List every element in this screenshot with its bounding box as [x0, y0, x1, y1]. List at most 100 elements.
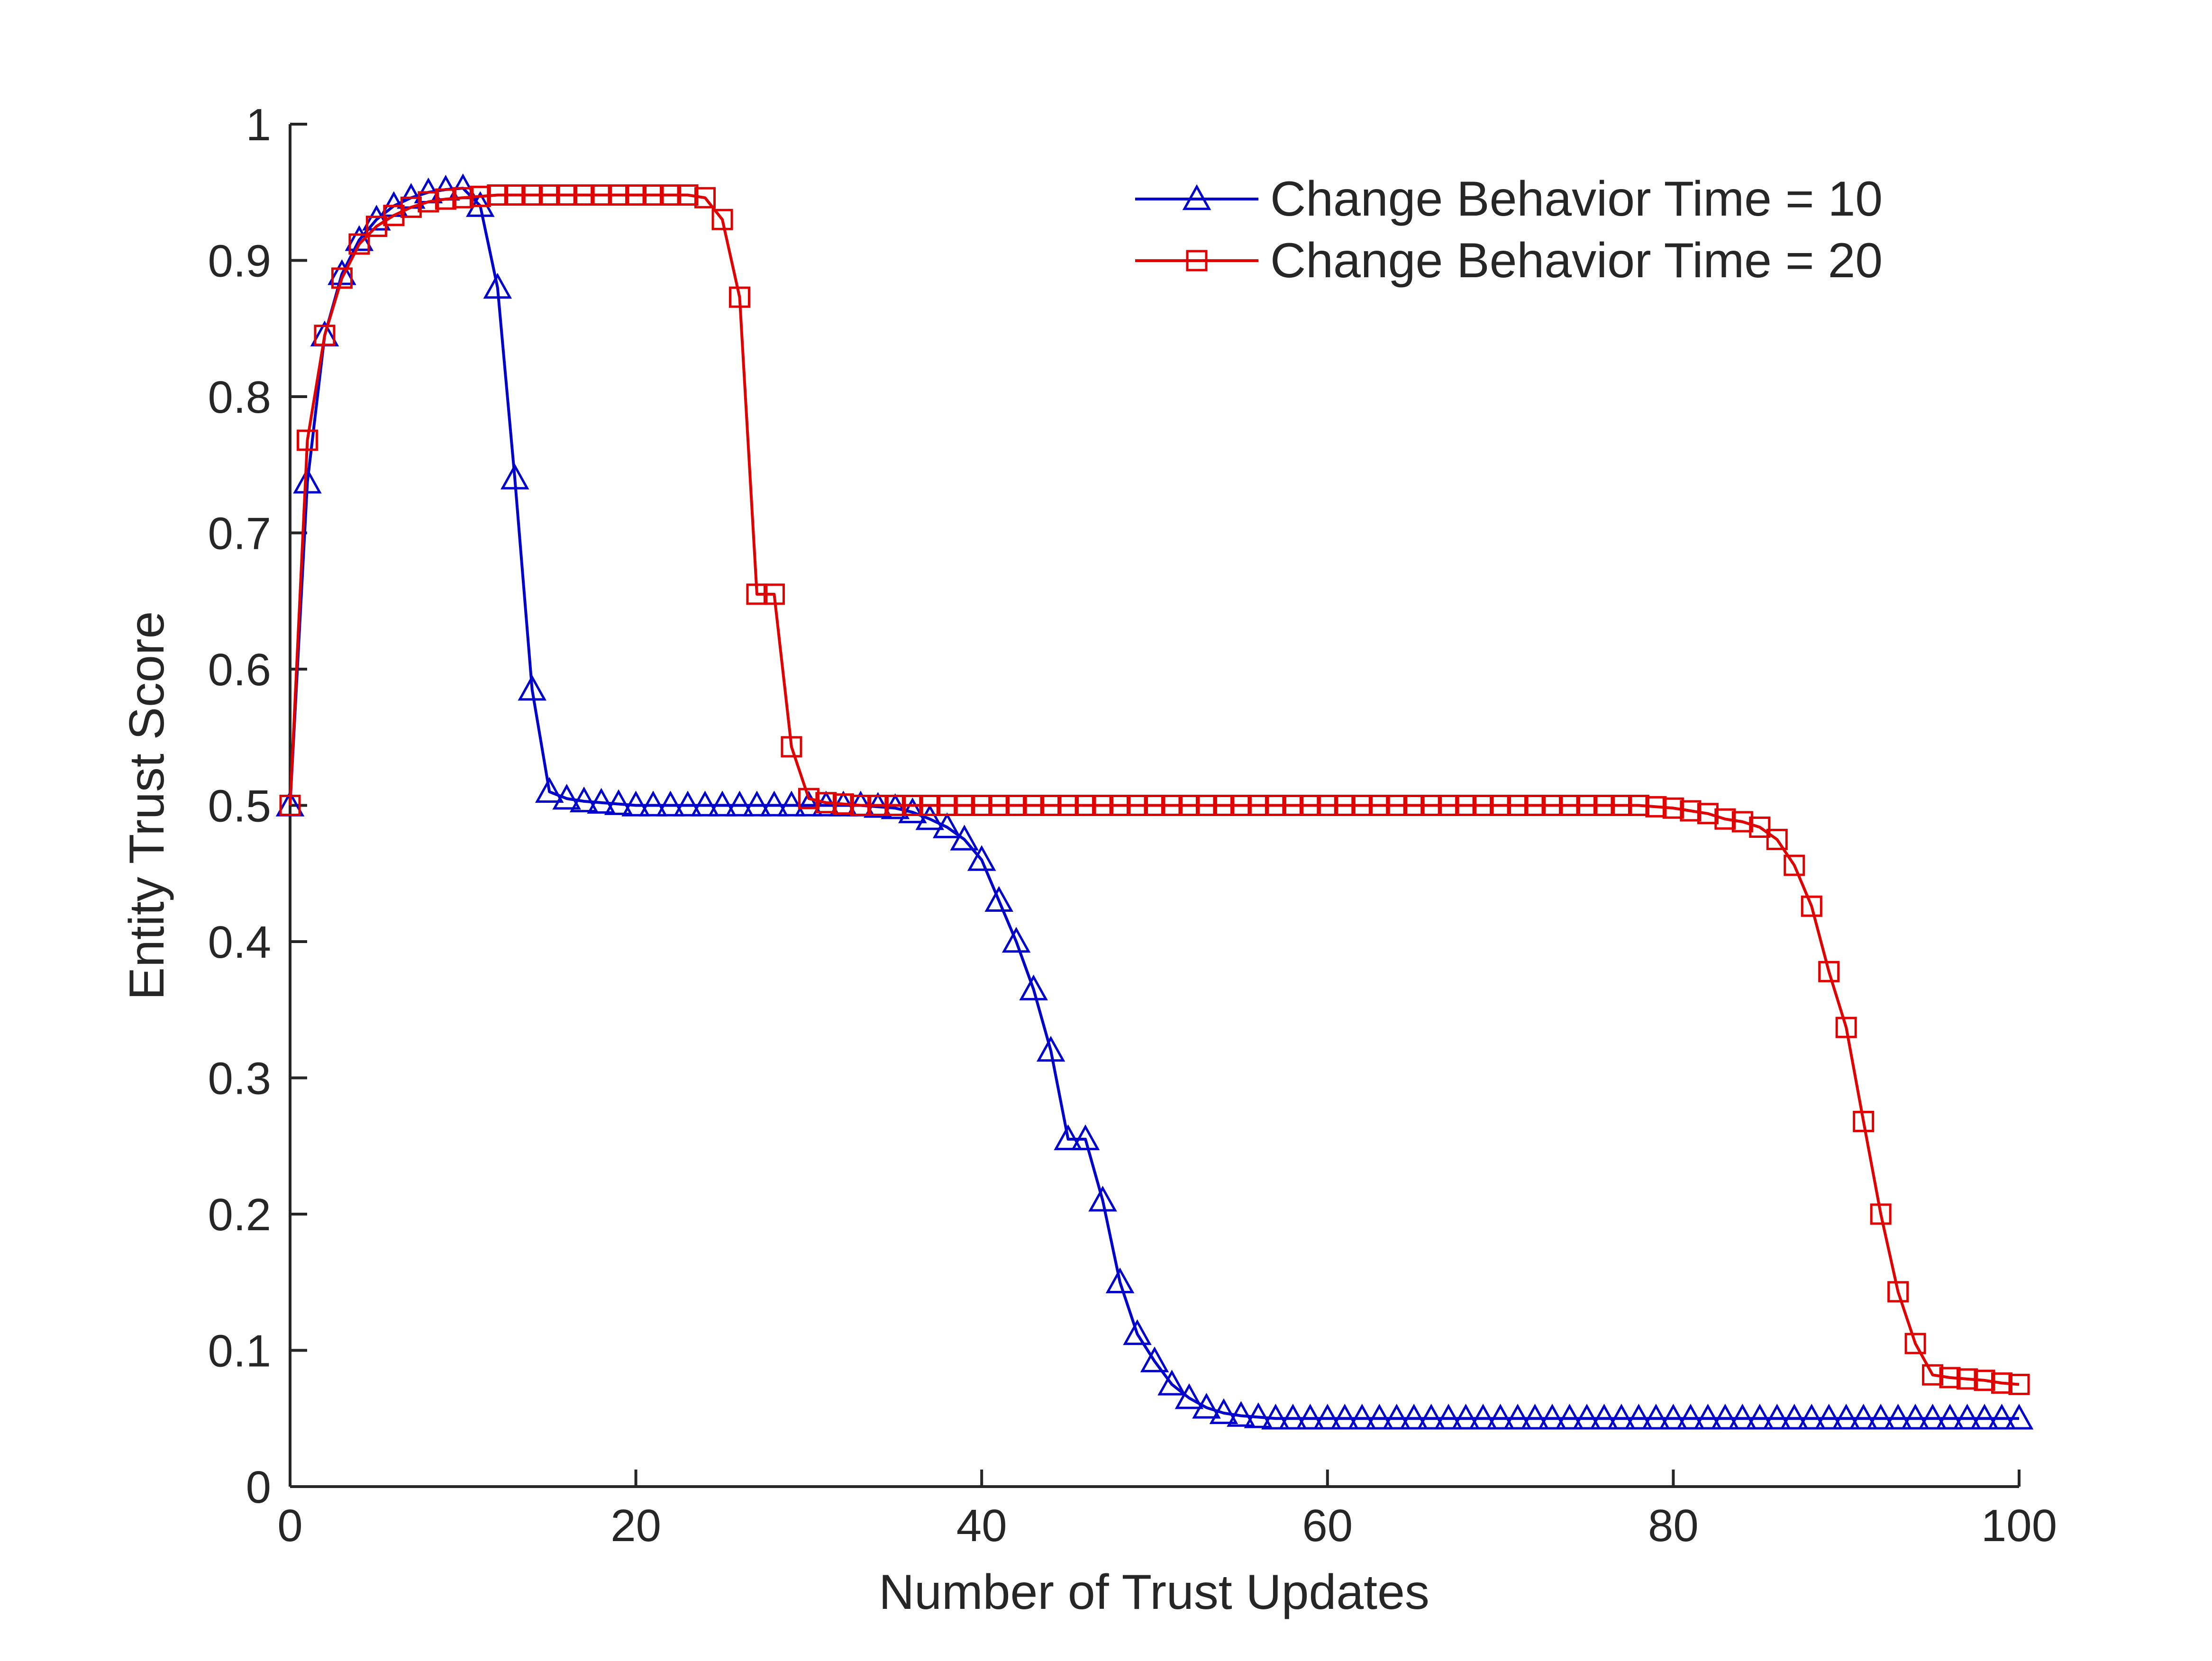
series-2-point	[1680, 800, 1702, 822]
series-2-point	[1403, 795, 1425, 816]
y-tick-label: 0.1	[208, 1326, 271, 1377]
y-tick-label: 0.8	[208, 372, 271, 423]
y-tick-label: 0.2	[208, 1189, 271, 1240]
x-tick-label: 0	[277, 1500, 302, 1551]
series-1-point	[932, 812, 962, 838]
series-1-point	[1001, 926, 1031, 953]
series-1-point	[1278, 1404, 1308, 1430]
series-2-point	[1593, 795, 1615, 816]
series-1-point	[1227, 1401, 1256, 1427]
series-1-point	[1676, 1404, 1705, 1430]
series-1-point	[950, 825, 979, 851]
series-1-point	[1417, 1404, 1446, 1430]
series-1-point	[1088, 1186, 1117, 1212]
series-1-point	[2004, 1404, 2034, 1430]
series-1-point	[708, 790, 737, 817]
series-2-point	[487, 184, 509, 206]
series-1-point	[1330, 1404, 1359, 1430]
series-2-point	[1438, 795, 1459, 816]
series-2-point	[1282, 795, 1304, 816]
series-2-point	[988, 795, 1010, 816]
y-axis-title: Entity Trust Score	[119, 611, 174, 1000]
series-2-point	[1299, 795, 1321, 816]
series-2-point	[1714, 808, 1736, 830]
series-2	[279, 184, 2030, 1395]
series-2-point	[1541, 795, 1563, 816]
series-1-point	[621, 790, 650, 817]
y-tick-label: 0.6	[208, 644, 271, 695]
series-1-point	[673, 790, 702, 817]
series-2-point	[1524, 795, 1546, 816]
legend-swatch-marker-1	[1182, 184, 1211, 210]
series-2-point	[1230, 795, 1252, 816]
series-2-point	[1749, 817, 1771, 838]
series-1-point	[1071, 1124, 1100, 1151]
series-2-point	[1265, 795, 1286, 816]
series-1-point	[1261, 1404, 1290, 1430]
y-tick-label: 0.4	[208, 917, 271, 968]
series-2-point	[608, 184, 629, 206]
legend-box	[1128, 168, 1991, 299]
series-2-point	[435, 188, 456, 210]
series-2-point	[1784, 854, 1805, 876]
series-2-point	[418, 191, 439, 213]
series-2-point	[1628, 795, 1649, 816]
series-2-point	[660, 184, 682, 206]
series-2-point	[1576, 795, 1598, 816]
series-1-point	[1866, 1404, 1895, 1430]
series-2-point	[1870, 1203, 1892, 1225]
series-1-point	[1607, 1404, 1636, 1430]
legend-label-series-2: Change Behavior Time = 20	[1270, 233, 1883, 288]
series-1-point	[328, 259, 356, 285]
series-2-point	[1127, 795, 1148, 816]
series-1-point	[1590, 1404, 1619, 1430]
series-2-point	[1144, 795, 1165, 816]
series-2-point	[1178, 795, 1200, 816]
series-2-point	[815, 792, 837, 814]
series-2-point	[1904, 1333, 1926, 1354]
series-1-point	[1693, 1404, 1722, 1430]
series-2-point	[798, 788, 819, 809]
series-2-point	[642, 184, 664, 206]
series-2-point	[573, 184, 595, 206]
series-2-point	[1731, 811, 1753, 833]
series-1-point	[984, 886, 1013, 912]
series-2-point	[1490, 795, 1511, 816]
series-1-point	[1313, 1404, 1342, 1430]
series-2-point	[1974, 1370, 1995, 1391]
series-1-point	[1831, 1404, 1861, 1430]
series-2-point	[1835, 1017, 1857, 1038]
series-1-point	[1503, 1404, 1532, 1430]
series-2-point	[746, 583, 768, 605]
series-1-point	[1814, 1404, 1843, 1430]
series-1-point	[552, 783, 581, 810]
series-2-point	[1939, 1367, 1961, 1389]
series-1-point	[1365, 1404, 1394, 1430]
series-1-point	[725, 790, 754, 817]
series-2-point	[1109, 795, 1131, 816]
series-1-point	[1745, 1404, 1775, 1430]
x-tick-label: 60	[1302, 1500, 1353, 1551]
series-2-point	[279, 795, 301, 816]
series-2-point	[1455, 795, 1477, 816]
series-1-point	[1555, 1404, 1584, 1430]
y-tick-label: 0.5	[208, 781, 271, 832]
series-2-point	[1023, 795, 1045, 816]
series-2-point	[1559, 795, 1581, 816]
series-2-point	[1247, 795, 1269, 816]
series-2-point	[1092, 795, 1114, 816]
series-2-point	[452, 187, 474, 209]
series-1-point	[1520, 1404, 1549, 1430]
series-2-point	[1697, 803, 1719, 825]
legend-items	[1135, 184, 1258, 272]
series-2-point	[2008, 1373, 2030, 1395]
series-2-point	[694, 187, 716, 209]
series-2-point	[1801, 895, 1822, 917]
series-1-point	[1884, 1404, 1912, 1430]
series-1-point	[1849, 1404, 1878, 1430]
series-2-point	[1005, 795, 1027, 816]
series-1-point	[604, 789, 633, 815]
series-2-point	[504, 184, 526, 206]
series-2-point	[365, 216, 387, 237]
